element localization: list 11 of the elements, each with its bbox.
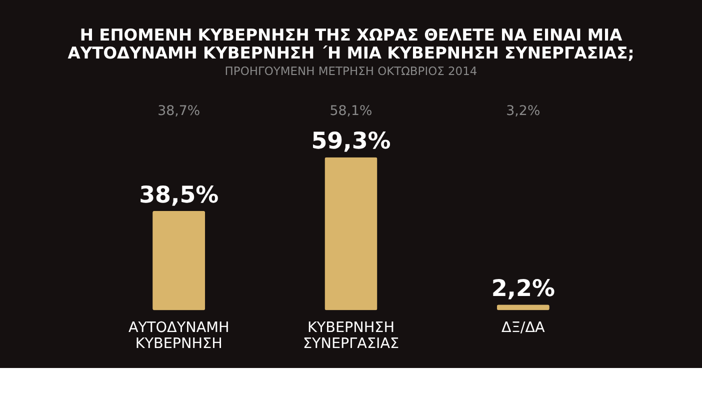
x-tick-label: ΑΥΤΟΔΥΝΑΜΗ ΚΥΒΕΡΝΗΣΗ bbox=[128, 320, 230, 352]
chart-title: Η ΕΠΟΜΕΝΗ ΚΥΒΕΡΝΗΣΗ ΤΗΣ ΧΩΡΑΣ ΘΕΛΕΤΕ ΝΑ ΕΙΝΑΙ ΜΙΑ ΑΥΤΟΔΥΝΑΜΗ ΚΥΒΕΡΝΗΣΗ ΄Η ΜΙΑ ΚΥΒΕΡΝΗΣΗ ΣΥΝΕΡΓΑΣΙΑΣ; bbox=[68, 26, 634, 63]
chart-subtitle: ΠΡΟΗΓΟΥΜΕΝΗ ΜΕΤΡΗΣΗ ΟΚΤΩΒΡΙΟΣ 2014 bbox=[224, 64, 478, 78]
data-label: 59,3% bbox=[311, 128, 391, 155]
data-label: 2,2% bbox=[491, 276, 555, 302]
text: 3,2% bbox=[506, 104, 540, 120]
x-tick-label: ΚΥΒΕΡΝΗΣΗ ΣΥΝΕΡΓΑΣΙΑΣ bbox=[302, 320, 400, 352]
text: 58,1% bbox=[330, 104, 372, 120]
x-tick-label: ΔΞ/ΔΑ bbox=[502, 320, 545, 336]
text: 38,7% bbox=[158, 104, 200, 120]
data-label: 38,5% bbox=[139, 182, 219, 208]
